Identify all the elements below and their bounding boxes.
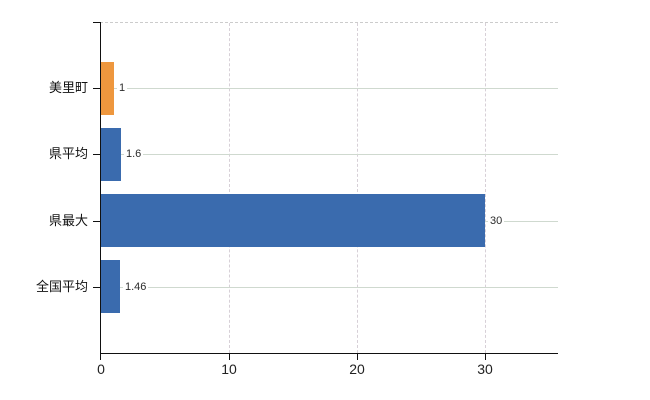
gridline-vertical (357, 23, 358, 353)
y-axis-line (100, 22, 101, 360)
plot-top-border (100, 22, 558, 23)
x-axis-tick-label: 30 (477, 361, 493, 377)
category-label-4: 全国平均 (35, 279, 88, 294)
x-axis-tick-label: 10 (221, 361, 237, 377)
gridline-horizontal (101, 287, 558, 288)
bar-2 (101, 128, 121, 181)
gridline-horizontal (101, 88, 558, 89)
bar-value-label: 1 (117, 82, 128, 95)
x-axis-tick-label: 20 (349, 361, 365, 377)
x-axis-tick-label: 0 (97, 361, 105, 377)
bar-value-label: 1.46 (123, 281, 149, 294)
bar-4 (101, 260, 120, 313)
gridline-vertical (229, 23, 230, 353)
bar-1 (101, 62, 114, 115)
category-label-3: 県最大 (48, 213, 88, 228)
bar-3 (101, 194, 485, 247)
x-axis-line (100, 353, 558, 354)
x-axis-tick (357, 354, 358, 360)
category-label-1: 美里町 (48, 80, 88, 95)
bar-value-label: 1.6 (124, 148, 144, 161)
gridline-vertical (485, 23, 486, 353)
category-label-2: 県平均 (48, 146, 88, 161)
y-axis-tick (93, 88, 100, 89)
gridline-horizontal (101, 154, 558, 155)
y-axis-tick (93, 221, 100, 222)
y-axis-tick (93, 287, 100, 288)
x-axis-tick (485, 354, 486, 360)
x-axis-tick (229, 354, 230, 360)
y-axis-tick (93, 154, 100, 155)
bar-value-label: 30 (488, 215, 505, 228)
y-axis-top-tick (93, 22, 100, 23)
